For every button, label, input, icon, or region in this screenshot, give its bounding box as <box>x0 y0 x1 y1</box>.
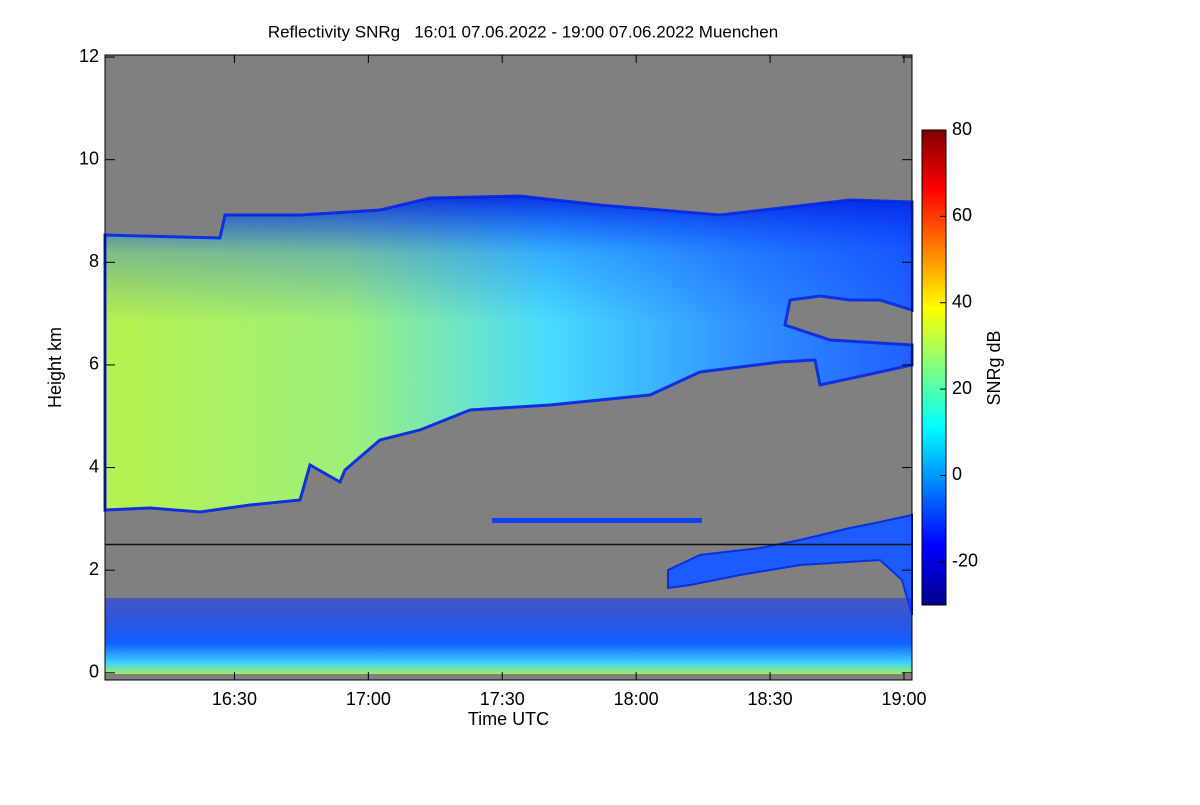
y-tick-label: 0 <box>89 662 99 682</box>
boundary-layer-echo <box>105 598 912 674</box>
colorbar <box>921 129 947 606</box>
y-tick-label: 2 <box>89 559 99 579</box>
y-axis-label: Height km <box>45 327 65 408</box>
colorbar-label: SNRg dB <box>984 330 1004 405</box>
colorbar-tick-label: 80 <box>952 119 972 139</box>
x-axis-label: Time UTC <box>468 709 549 729</box>
colorbar-tick-label: 40 <box>952 291 972 311</box>
cloud-top <box>105 196 912 512</box>
colorbar-tick-label: 0 <box>952 464 962 484</box>
y-tick-label: 8 <box>89 251 99 271</box>
colorbar-tick-label: 20 <box>952 378 972 398</box>
colorbar-tick-label: 60 <box>952 205 972 225</box>
x-tick-label: 18:00 <box>614 689 659 709</box>
x-tick-label: 16:30 <box>212 689 257 709</box>
y-tick-label: 6 <box>89 354 99 374</box>
x-tick-label: 17:00 <box>346 689 391 709</box>
plot-frame <box>104 54 913 681</box>
x-tick-label: 18:30 <box>748 689 793 709</box>
thin-echo <box>492 518 702 523</box>
x-tick-label: 17:30 <box>480 689 525 709</box>
colorbar-tick-label: -20 <box>952 551 978 571</box>
y-tick-label: 10 <box>79 148 99 168</box>
chart-title: Reflectivity SNRg 16:01 07.06.2022 - 19:… <box>268 22 778 41</box>
y-tick-label: 4 <box>89 456 99 476</box>
x-tick-label: 19:00 <box>881 689 926 709</box>
y-tick-label: 12 <box>79 46 99 66</box>
